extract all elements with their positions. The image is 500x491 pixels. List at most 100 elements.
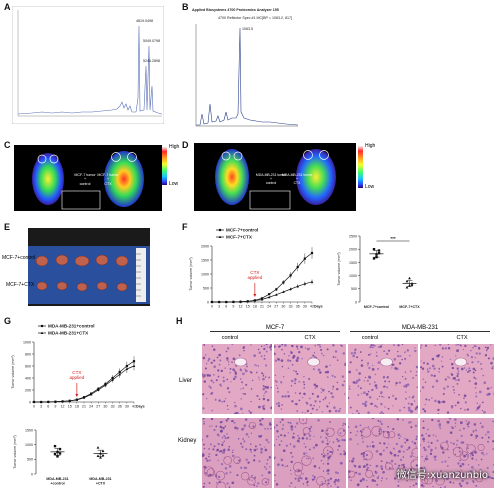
data-point [239, 300, 242, 303]
x-tick-label: 36 [296, 305, 300, 309]
panel-b-trace [196, 27, 299, 126]
watermark: 微信号:xuanzunbio [396, 470, 488, 481]
panel-g-scatter-chart: 0 500 1000 1500 Tumor volume (mm³) MDA-MB-231… [13, 428, 112, 485]
panel-d-label-ctx: MDA-MB-231 tumor + CTX [281, 173, 313, 186]
data-point [101, 449, 105, 453]
y-tick-label: 500 [351, 287, 357, 291]
data-point [224, 300, 228, 303]
panel-c-low: Low [169, 181, 179, 187]
x-tick-label: 30 [103, 405, 107, 409]
x-tick-label: 21 [260, 305, 264, 309]
panel-f-label: F [182, 222, 188, 232]
panel-d-mice-svg [215, 149, 336, 210]
data-point [53, 444, 57, 448]
annotation-text: CTX [72, 370, 81, 375]
panel-g-label: G [4, 316, 12, 326]
data-point [289, 274, 292, 277]
y-tick-label: 0 [29, 400, 31, 404]
liver-histology-tile [202, 344, 272, 414]
data-point [111, 378, 114, 381]
panel-c-colorbar [162, 147, 167, 185]
legend-label: MDA-MB-231+CTX [48, 331, 89, 336]
panel-d-colorbar [358, 146, 363, 188]
data-point [375, 253, 378, 256]
x-tick-label: 39 [303, 305, 307, 309]
kidney-histology-tile [348, 418, 418, 488]
legend-marker [218, 228, 222, 232]
x-tick-label: 21 [82, 405, 86, 409]
data-point [75, 398, 79, 401]
panel-a-frame [12, 6, 164, 124]
data-point [99, 456, 102, 459]
data-point [54, 400, 57, 403]
x-tick-label: 39 [125, 405, 129, 409]
panel-a-spectrum: 4819.0498 5049.0798 5246.2898 [12, 6, 164, 124]
y-axis-label: Tumor volume (mm³) [11, 355, 15, 388]
mouse-d-control [215, 149, 249, 205]
panel-b-label: B [182, 2, 189, 12]
x-tick-label: 15 [246, 305, 250, 309]
y-axis-label: Tumor volume (mm³) [189, 257, 193, 290]
mouse-c-ctx [104, 151, 144, 207]
panel-b-title: Applied Biosystems 4700 Proteomics Analy… [192, 8, 279, 12]
data-point [296, 284, 300, 288]
y-tick-label: 1500 [25, 428, 33, 432]
y-tick-label: 1000 [25, 443, 33, 447]
panel-a-trace [17, 25, 163, 115]
data-point [125, 367, 129, 370]
data-point [99, 451, 102, 455]
y-tick-label: 0 [355, 300, 357, 304]
legend-label: MDA-MB-231+control [48, 324, 95, 329]
panel-h-label: H [176, 316, 183, 326]
data-point [210, 300, 214, 303]
x-tick-label: 30 [281, 305, 285, 309]
data-point [268, 293, 271, 296]
kidney-histology-tile [420, 418, 494, 488]
panel-c-label-control: MCF-7 tumor + control [74, 173, 96, 186]
liver-histology-tile [274, 344, 346, 414]
data-point [246, 300, 250, 303]
data-point [82, 396, 86, 399]
y-tick-label: 500 [203, 286, 209, 290]
x-tick-label: 24 [267, 305, 271, 309]
panel-d-low: Low [365, 184, 375, 190]
liver-histology-tile [420, 344, 494, 414]
data-point [267, 295, 271, 299]
histology-texture [420, 418, 494, 488]
x-axis-label: Days [314, 305, 323, 309]
y-tick-label: 1000 [201, 272, 209, 276]
data-point [310, 251, 314, 255]
x-tick-label: 6 [225, 305, 227, 309]
data-point [410, 283, 414, 286]
histology-texture [274, 418, 346, 488]
panel-e-blue-bg [28, 246, 150, 304]
data-point [68, 399, 72, 402]
legend-label: MCF-7+CTX [226, 235, 253, 240]
x-tick-label: 33 [111, 405, 115, 409]
data-point [282, 290, 285, 293]
y-tick-label: 600 [25, 364, 31, 368]
category-label: MCF-7+CTX [399, 305, 420, 309]
data-point [408, 284, 411, 287]
data-point [132, 364, 136, 367]
data-point [372, 248, 376, 251]
panel-a-peak-3: 5246.2898 [143, 59, 160, 63]
panel-c-mice-svg [32, 151, 144, 210]
panel-a-peak-2: 5049.0798 [143, 39, 160, 43]
y-axis-label: Tumor volume (mm³) [13, 435, 17, 468]
data-point [56, 450, 59, 454]
data-point [56, 455, 59, 458]
data-point [104, 383, 107, 387]
panel-h-histology-grid [202, 344, 494, 488]
data-point [96, 454, 100, 457]
panel-b-bg [190, 4, 302, 134]
x-tick-label: 15 [68, 405, 72, 409]
data-point [39, 400, 43, 403]
y-tick-label: 2000 [201, 244, 209, 248]
legend-label: MCF-7+control [226, 228, 258, 233]
category-label: MDA-MB-231 [46, 477, 68, 481]
y-axis-label: Tumor volume (mm³) [337, 252, 341, 285]
data-point [310, 280, 314, 283]
data-point [410, 282, 414, 285]
y-tick-label: 0 [207, 300, 209, 304]
